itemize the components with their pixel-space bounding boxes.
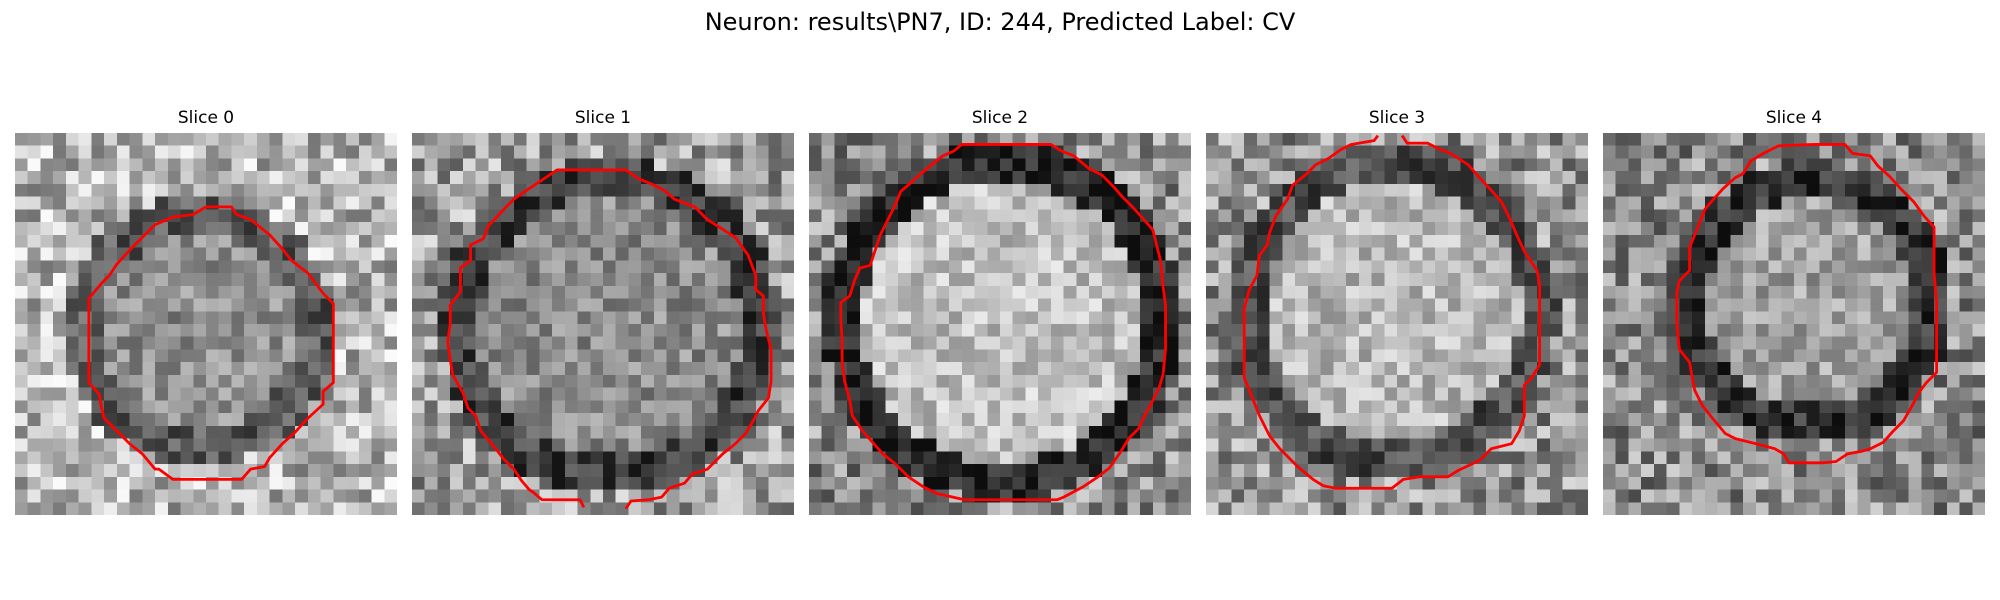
neuron-contour [87,205,335,481]
slice-image [809,133,1191,515]
figure-title: Neuron: results\PN7, ID: 244, Predicted … [704,8,1296,36]
slice-panel-4: Slice 4 [1603,106,1985,515]
slice-panel-2: Slice 2 [809,106,1191,515]
neuron-contour [1242,134,1542,490]
slice-title: Slice 2 [971,108,1029,128]
slice-image [412,133,794,515]
slice-image [1603,133,1985,515]
grayscale-slice [1206,133,1588,515]
slice-panel-0: Slice 0 [15,106,397,515]
slice-panel-1: Slice 1 [412,106,794,515]
slice-title: Slice 0 [177,108,235,128]
slice-image [15,133,397,515]
slice-image [1206,133,1588,515]
slice-title: Slice 4 [1765,108,1823,128]
grayscale-slice [412,133,794,515]
neuron-contour [446,168,773,510]
neuron-contour [1675,143,1939,465]
slice-panel-3: Slice 3 [1206,106,1588,515]
slice-title: Slice 3 [1368,108,1426,128]
slice-title: Slice 1 [574,108,632,128]
neuron-contour [839,143,1167,502]
grayscale-slice [1603,133,1985,515]
grayscale-slice [809,133,1191,515]
